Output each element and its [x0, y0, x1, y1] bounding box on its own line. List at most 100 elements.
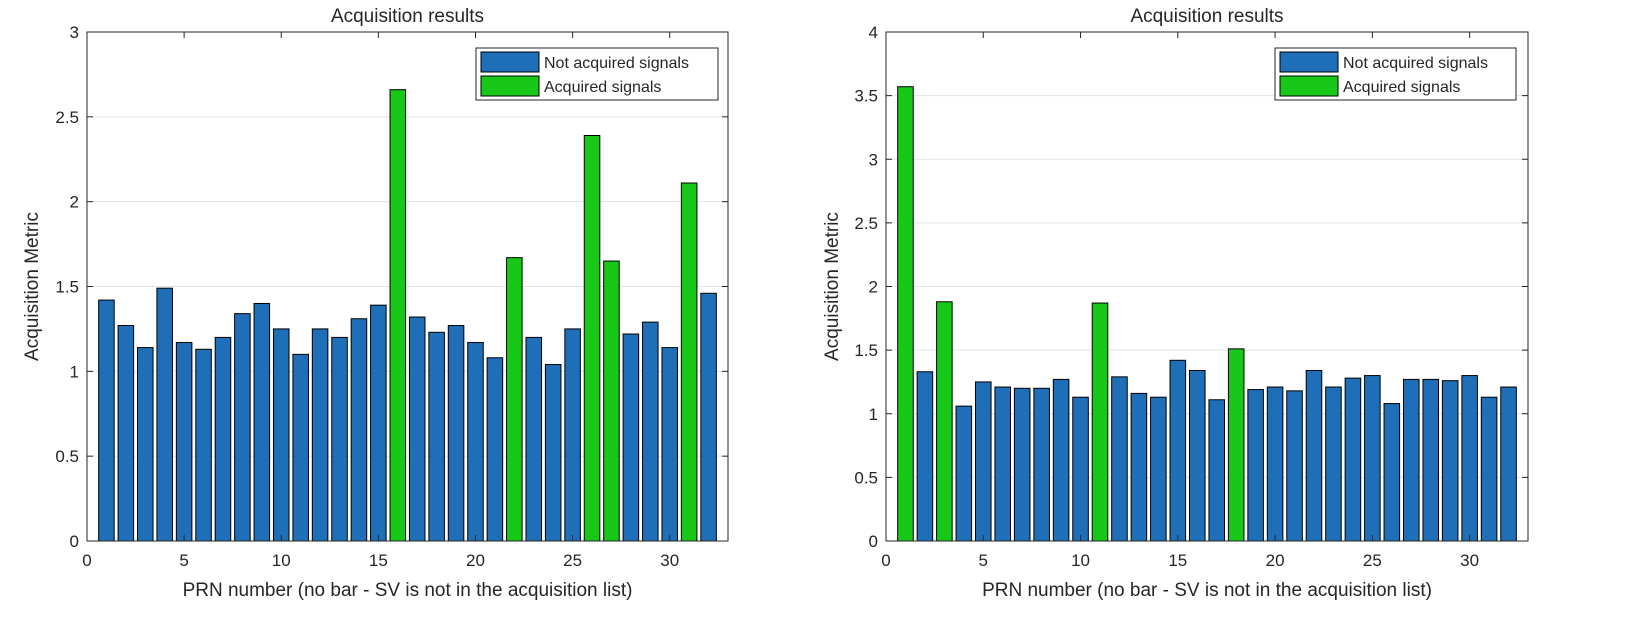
bar-acquired-prn-22: [506, 257, 523, 542]
xtick-label-0: 0: [82, 551, 91, 570]
y-axis-label: Acquisition Metric: [22, 212, 43, 361]
xtick-label-1: 5: [179, 551, 188, 570]
ytick-label-7: 3.5: [854, 87, 878, 106]
xtick-label-4: 20: [466, 551, 485, 570]
bar-acquired-prn-16: [389, 89, 407, 542]
bar-not-acquired-prn-1: [98, 299, 115, 542]
bar-not-acquired-prn-29: [1441, 380, 1459, 542]
ytick-label-2: 1: [70, 362, 79, 381]
bar-not-acquired-prn-27: [1402, 378, 1420, 542]
bar-not-acquired-prn-6: [195, 348, 212, 542]
bar-acquired-prn-3: [936, 301, 953, 542]
xtick-label-2: 10: [272, 551, 291, 570]
legend-label-acquired: Acquired signals: [544, 79, 661, 96]
bar-not-acquired-prn-30: [1461, 375, 1478, 542]
ytick-label-8: 4: [869, 23, 878, 42]
ytick-label-0: 0: [70, 532, 79, 551]
legend: Not acquired signals Acquired signals: [475, 47, 719, 101]
bar-acquired-prn-26: [583, 134, 601, 542]
bar-not-acquired-prn-2: [916, 371, 934, 542]
bar-not-acquired-prn-7: [214, 336, 232, 542]
ytick-label-3: 1.5: [854, 341, 878, 360]
bar-not-acquired-prn-19: [447, 325, 465, 542]
bar-not-acquired-prn-23: [525, 336, 543, 542]
bar-not-acquired-prn-17: [408, 316, 426, 542]
ytick-label-0: 0: [869, 532, 878, 551]
legend-swatch-acquired: [480, 75, 540, 97]
bar-not-acquired-prn-19: [1247, 389, 1264, 542]
bar-not-acquired-prn-28: [1422, 378, 1440, 542]
bar-not-acquired-prn-10: [272, 328, 290, 542]
bar-acquired-prn-1: [897, 86, 914, 542]
xtick-label-3: 15: [369, 551, 388, 570]
bar-not-acquired-prn-25: [564, 328, 581, 542]
bar-not-acquired-prn-20: [1266, 386, 1284, 542]
ytick-label-6: 3: [70, 23, 79, 42]
chart-2: 0 0.5 1 1.5 2 2.5 3 3.5 4 0 5 10 15 20 25 30 Acquisition…: [822, 6, 1529, 601]
xtick-label-5: 25: [1363, 551, 1382, 570]
xtick-label-2: 10: [1071, 551, 1090, 570]
ytick-label-3: 1.5: [55, 278, 79, 297]
bar-not-acquired-prn-18: [428, 331, 445, 542]
bar-not-acquired-prn-24: [544, 364, 562, 542]
bar-not-acquired-prn-9: [1052, 378, 1070, 542]
bar-not-acquired-prn-3: [137, 347, 154, 542]
legend-label-acquired: Acquired signals: [1343, 79, 1460, 96]
bar-not-acquired-prn-30: [661, 347, 678, 542]
legend-label-not-acquired: Not acquired signals: [544, 55, 689, 72]
chart-title: Acquisition results: [331, 6, 484, 27]
bar-acquired-prn-31: [680, 182, 698, 542]
xtick-label-3: 15: [1168, 551, 1187, 570]
bar-not-acquired-prn-29: [642, 321, 659, 542]
bar-not-acquired-prn-32: [1500, 386, 1517, 542]
bar-not-acquired-prn-32: [700, 292, 717, 542]
bar-not-acquired-prn-12: [311, 328, 329, 542]
ytick-label-4: 2: [869, 278, 878, 297]
bar-acquired-prn-18: [1227, 348, 1245, 542]
bar-not-acquired-prn-11: [292, 353, 309, 542]
bar-not-acquired-prn-28: [622, 333, 640, 542]
legend-swatch-acquired: [1279, 75, 1339, 97]
legend-swatch-not-acquired: [1279, 51, 1339, 73]
bar-not-acquired-prn-25: [1364, 375, 1381, 542]
xtick-label-1: 5: [979, 551, 988, 570]
bar-not-acquired-prn-8: [234, 313, 251, 542]
bar-not-acquired-prn-24: [1344, 377, 1362, 542]
bar-not-acquired-prn-21: [1286, 390, 1303, 542]
chart-title: Acquisition results: [1130, 6, 1283, 27]
bar-not-acquired-prn-22: [1305, 369, 1323, 542]
ytick-label-5: 2.5: [55, 108, 79, 127]
bar-not-acquired-prn-14: [350, 318, 368, 542]
y-axis-label: Acquisition Metric: [822, 212, 843, 361]
bar-not-acquired-prn-26: [1383, 403, 1401, 542]
bar-acquired-prn-11: [1091, 302, 1109, 542]
legend-label-not-acquired: Not acquired signals: [1343, 55, 1488, 72]
xtick-label-0: 0: [881, 551, 890, 570]
bar-not-acquired-prn-23: [1325, 386, 1342, 542]
bar-not-acquired-prn-6: [994, 386, 1012, 542]
bar-not-acquired-prn-15: [370, 304, 387, 542]
legend: Not acquired signals Acquired signals: [1274, 47, 1517, 101]
bar-not-acquired-prn-4: [955, 405, 973, 542]
bar-not-acquired-prn-9: [253, 302, 271, 542]
bar-not-acquired-prn-5: [974, 381, 992, 542]
bar-not-acquired-prn-13: [1130, 392, 1148, 542]
bar-not-acquired-prn-12: [1111, 376, 1128, 542]
ytick-label-1: 0.5: [55, 447, 79, 466]
bar-not-acquired-prn-13: [331, 336, 348, 542]
ytick-label-2: 1: [869, 405, 878, 424]
ytick-label-6: 3: [869, 150, 878, 169]
ytick-label-5: 2.5: [854, 214, 878, 233]
bar-not-acquired-prn-2: [117, 325, 135, 542]
bar-not-acquired-prn-14: [1150, 396, 1167, 542]
xtick-label-5: 25: [563, 551, 582, 570]
bar-not-acquired-prn-5: [175, 341, 193, 542]
bar-not-acquired-prn-31: [1480, 396, 1498, 542]
bar-not-acquired-prn-15: [1169, 359, 1187, 542]
ytick-label-1: 0.5: [854, 468, 878, 487]
bar-acquired-prn-27: [603, 260, 620, 542]
bar-not-acquired-prn-16: [1188, 369, 1206, 542]
xtick-label-6: 30: [660, 551, 679, 570]
ytick-label-4: 2: [70, 193, 79, 212]
